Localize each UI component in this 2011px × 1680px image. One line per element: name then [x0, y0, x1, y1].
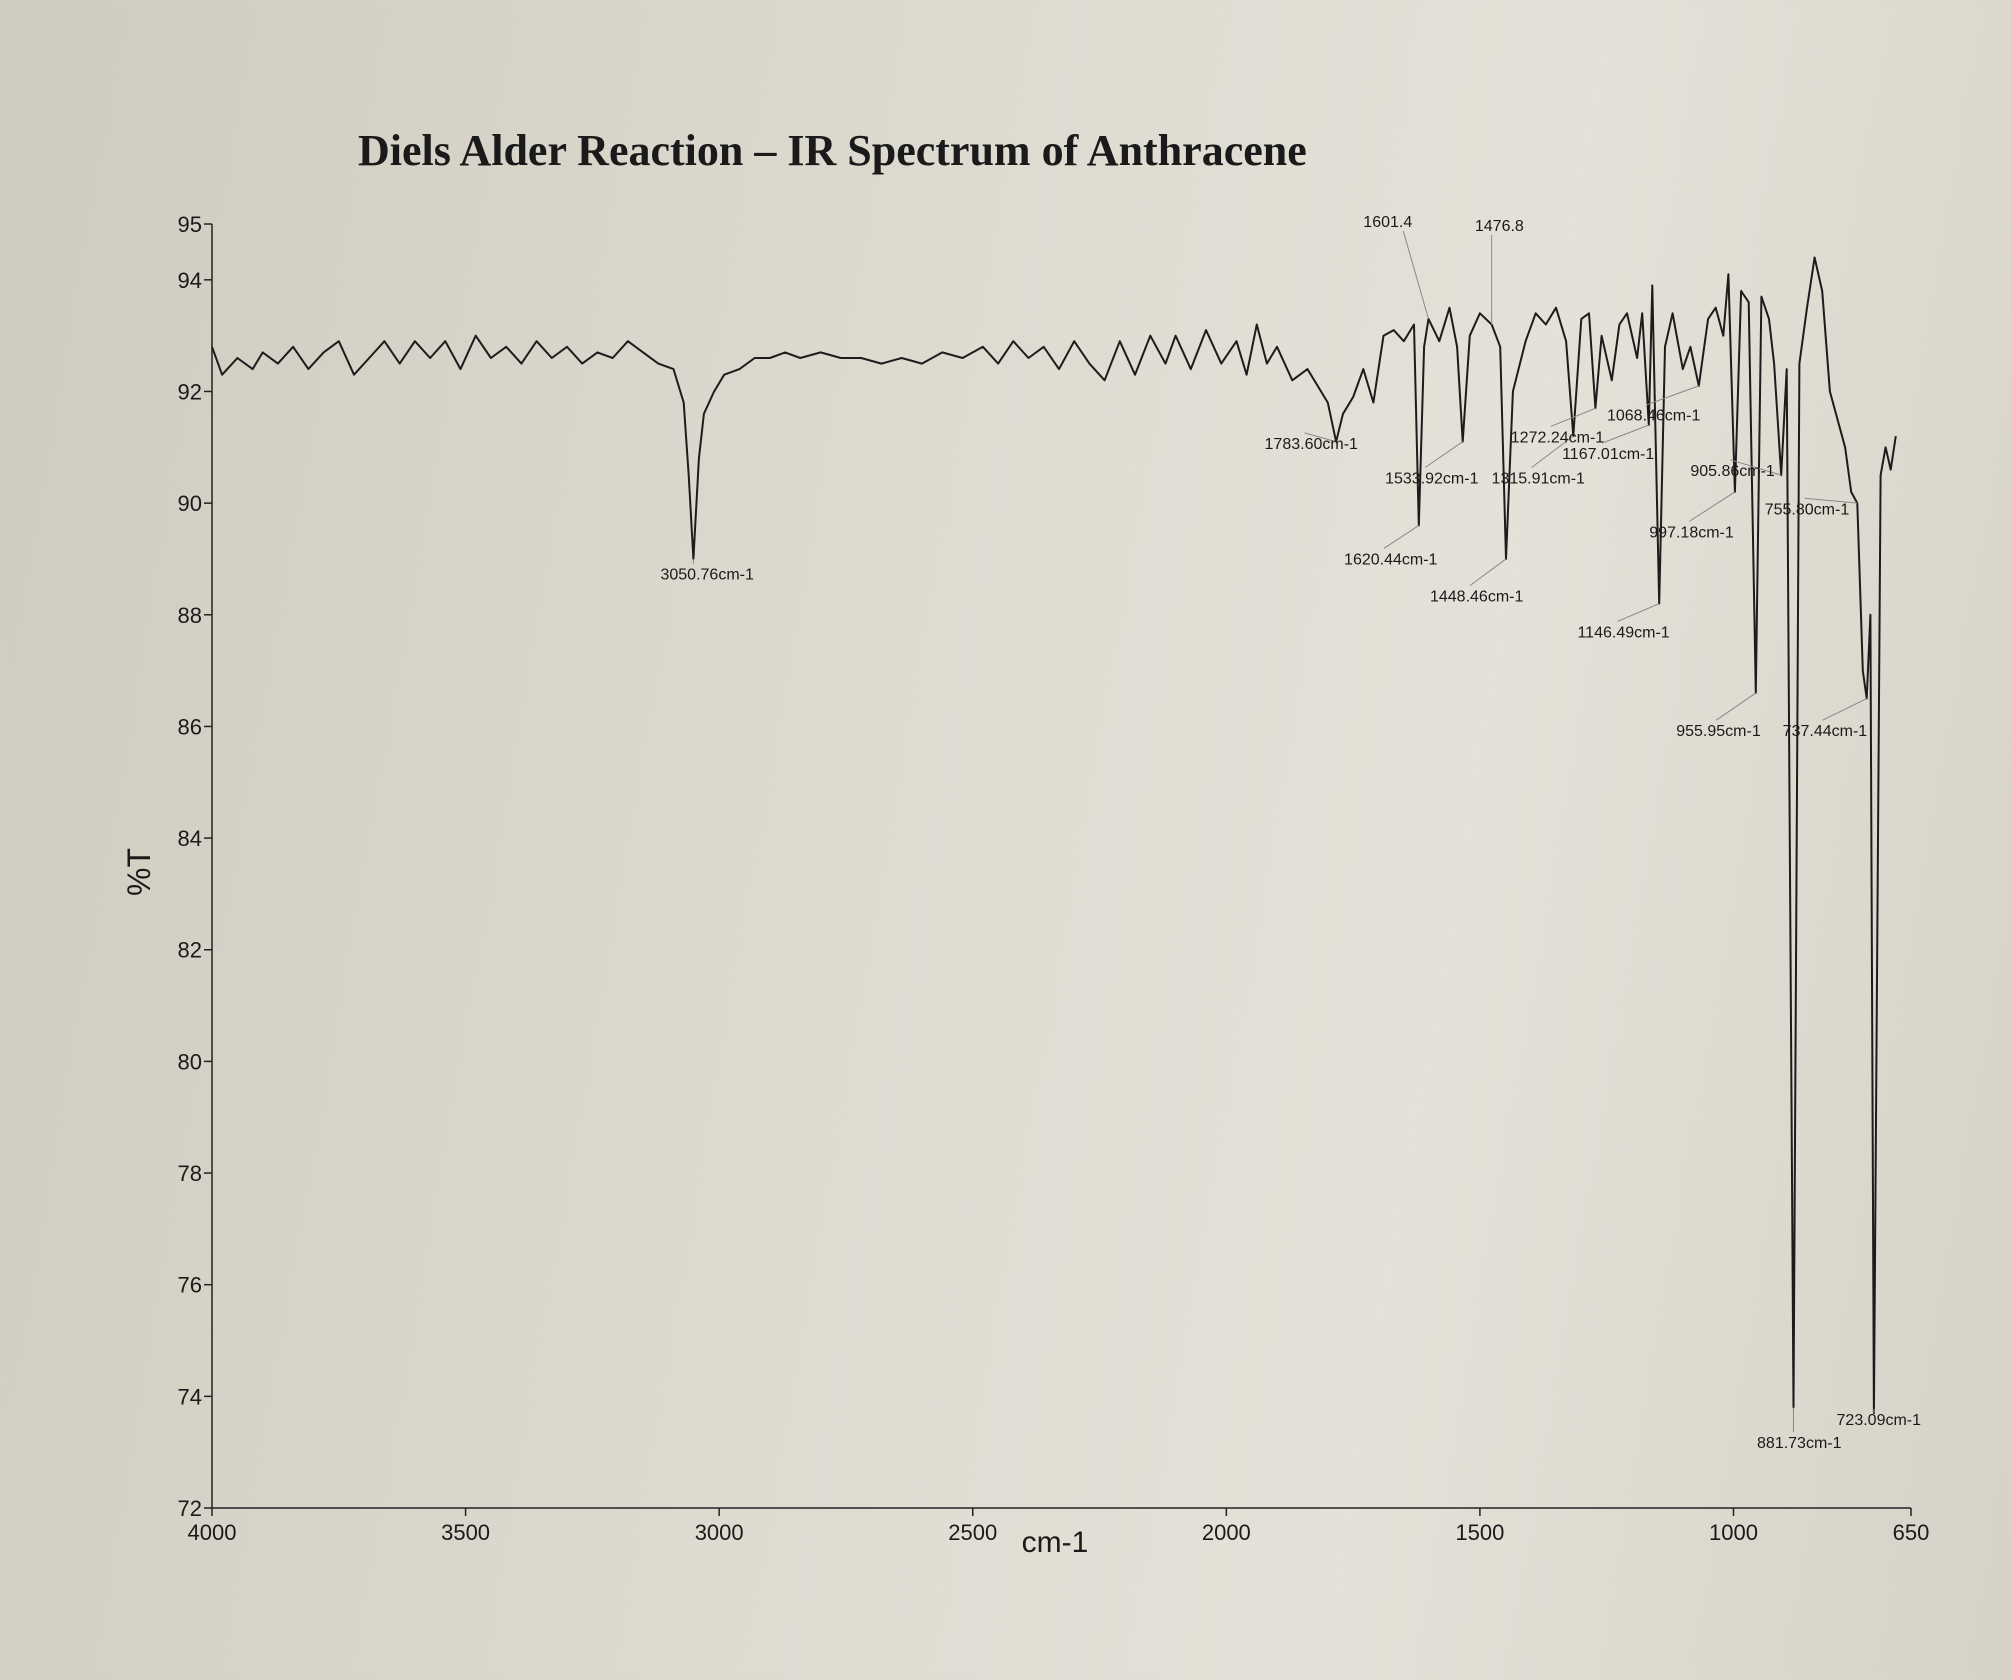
y-tick-label: 80 [178, 1049, 202, 1074]
annotation-leader [1469, 558, 1507, 586]
annotation-label: 1448.46cm-1 [1430, 588, 1523, 605]
annotation-leader [1424, 441, 1463, 468]
annotation-label: 1783.60cm-1 [1265, 436, 1358, 453]
annotation-label: 755.80cm-1 [1765, 501, 1850, 518]
x-tick-label: 1500 [1455, 1520, 1504, 1545]
x-tick-label: 3000 [695, 1520, 744, 1545]
annotation-label: 1533.92cm-1 [1385, 471, 1478, 488]
x-tick-label: 4000 [188, 1520, 237, 1545]
annotation-leader [1822, 698, 1867, 721]
x-tick-label: 2000 [1202, 1520, 1251, 1545]
annotation-label: 881.73cm-1 [1757, 1435, 1842, 1452]
annotation-label: 1272.24cm-1 [1511, 429, 1604, 446]
y-tick-label: 95 [178, 212, 202, 237]
spectrum-line [211, 256, 1897, 1415]
annotation-leader [1383, 525, 1420, 549]
y-tick-label: 92 [178, 379, 202, 404]
annotation-leader [1304, 432, 1337, 443]
annotation-leader [1402, 230, 1429, 320]
x-tick-label: 2500 [948, 1520, 997, 1545]
annotation-label: 1601.4 [1363, 214, 1412, 231]
annotation-leader [1730, 459, 1782, 476]
annotation-label: 1476.8 [1475, 218, 1524, 235]
annotation-leader [1715, 692, 1757, 721]
y-tick-label: 88 [178, 603, 202, 628]
y-tick-label: 90 [178, 491, 202, 516]
annotation-label: 1315.91cm-1 [1492, 471, 1585, 488]
annotation-label: 1146.49cm-1 [1577, 624, 1669, 641]
annotation-label: 1620.44cm-1 [1344, 551, 1437, 568]
annotation-leader [1601, 424, 1649, 444]
annotation-leader [1550, 407, 1596, 427]
annotation-label: 737.44cm-1 [1783, 723, 1868, 740]
annotation-leader [1689, 491, 1736, 522]
x-tick-label: 650 [1893, 1520, 1930, 1545]
y-tick-label: 72 [178, 1496, 202, 1521]
y-tick-label: 86 [178, 714, 202, 739]
y-tick-label: 78 [178, 1161, 202, 1186]
y-tick-label: 94 [178, 268, 202, 293]
y-tick-label: 74 [178, 1384, 202, 1409]
annotation-leader [1531, 435, 1574, 468]
annotation-label: 905.86cm-1 [1690, 463, 1775, 480]
annotation-leader [1617, 603, 1660, 622]
annotation-label: 1167.01cm-1 [1562, 446, 1654, 463]
y-axis-label: %T [121, 848, 157, 896]
annotation-label: 1068.46cm-1 [1607, 408, 1700, 425]
annotation-label: 3050.76cm-1 [660, 567, 753, 584]
y-tick-label: 82 [178, 938, 202, 963]
annotation-leader [1804, 497, 1858, 504]
x-tick-label: 3500 [441, 1520, 490, 1545]
x-axis-label: cm-1 [1022, 1526, 1089, 1559]
annotation-label: 723.09cm-1 [1837, 1412, 1922, 1429]
annotation-label: 955.95cm-1 [1676, 723, 1761, 740]
x-tick-label: 1000 [1709, 1520, 1758, 1545]
y-tick-label: 76 [178, 1273, 202, 1298]
annotation-label: 997.18cm-1 [1649, 524, 1734, 541]
y-tick-label: 84 [178, 826, 202, 851]
chart-title: Diels Alder Reaction – IR Spectrum of An… [358, 126, 1307, 175]
annotation-leader [1646, 385, 1699, 406]
